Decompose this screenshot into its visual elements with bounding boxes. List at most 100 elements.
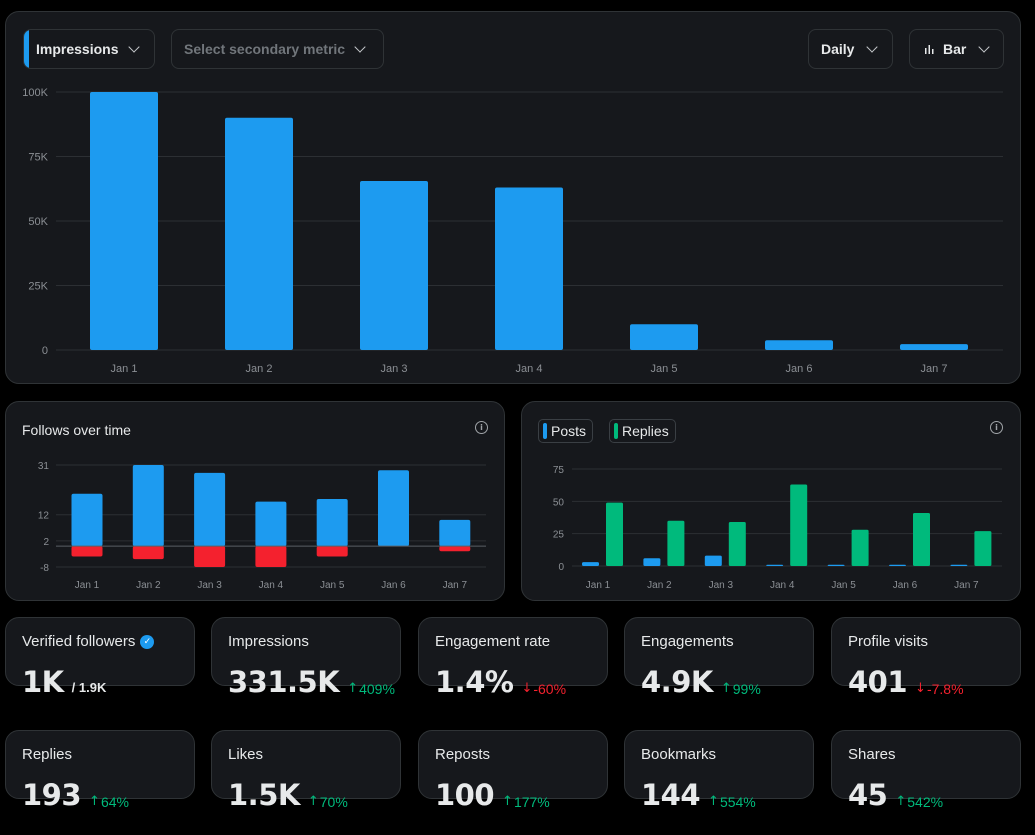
- stat-card-impressions[interactable]: Impressions 331.5K ↑ 409%: [211, 617, 401, 699]
- bar-unfollows: [71, 546, 103, 557]
- secondary-metric-dropdown[interactable]: Select secondary metric: [171, 29, 384, 69]
- bar-follows: [194, 472, 226, 547]
- bar-posts: [643, 558, 661, 566]
- follows-card: Follows over time i -8 2 12 31 Jan 1 Jan 2 Jan…: [5, 401, 505, 601]
- bar-replies: [974, 531, 992, 566]
- info-icon[interactable]: i: [990, 421, 1003, 434]
- bar-replies: [851, 529, 869, 566]
- info-icon[interactable]: i: [475, 421, 488, 434]
- arrow-down-icon: ↓: [915, 681, 926, 696]
- arrow-up-icon: ↑: [89, 794, 100, 809]
- x-tick-label: Jan 4: [259, 580, 284, 591]
- stat-label-text: Likes: [228, 746, 264, 763]
- bar-unfollows: [255, 546, 287, 567]
- stat-change: ↑ 409%: [347, 681, 395, 697]
- stat-label-text: Impressions: [228, 633, 309, 650]
- legend-replies-label: Replies: [622, 423, 669, 439]
- stat-label: Reposts: [435, 746, 490, 763]
- stat-change: ↓ -7.8%: [915, 681, 963, 697]
- bar-posts: [950, 564, 968, 566]
- bar-posts: [766, 564, 784, 566]
- bar-unfollows: [316, 546, 348, 557]
- x-tick-label: Jan 5: [320, 580, 345, 591]
- stat-card-profile-visits[interactable]: Profile visits 401 ↓ -7.8%: [831, 617, 1021, 699]
- x-tick-label: Jan 6: [786, 363, 813, 375]
- stat-change: ↓ -60%: [521, 681, 566, 697]
- stat-card-engagements[interactable]: Engagements 4.9K ↑ 99%: [624, 617, 814, 699]
- follows-title: Follows over time: [22, 422, 131, 438]
- bar-posts: [827, 564, 845, 566]
- stat-value-row: 193 ↑ 64%: [22, 778, 129, 812]
- stat-card-replies[interactable]: Replies 193 ↑ 64%: [5, 730, 195, 812]
- chevron-down-icon: [866, 41, 879, 53]
- stat-change-text: -7.8%: [926, 680, 964, 697]
- stat-value-row: 1.4% ↓ -60%: [435, 665, 566, 699]
- y-tick-label: 0: [42, 345, 48, 357]
- y-tick-label: 12: [38, 511, 50, 522]
- period-dropdown[interactable]: Daily: [808, 29, 893, 69]
- stat-value: 100: [435, 778, 495, 812]
- stat-card-reposts[interactable]: Reposts 100 ↑ 177%: [418, 730, 608, 812]
- stat-card-verified-followers[interactable]: Verified followers ✓ 1K / 1.9K: [5, 617, 195, 699]
- bar-posts: [704, 555, 722, 566]
- stat-change-text: 64%: [100, 793, 129, 810]
- bar-unfollows: [132, 546, 164, 560]
- posts-swatch: [543, 423, 547, 439]
- stat-card-bookmarks[interactable]: Bookmarks 144 ↑ 554%: [624, 730, 814, 812]
- chevron-down-icon: [354, 41, 366, 53]
- stat-label: Impressions: [228, 633, 309, 650]
- legend-posts[interactable]: Posts: [538, 419, 594, 443]
- period-label: Daily: [821, 41, 855, 57]
- stat-label: Bookmarks: [641, 746, 716, 763]
- bar-follows: [439, 519, 471, 547]
- stat-label-text: Engagement rate: [435, 633, 551, 650]
- stat-card-engagement-rate[interactable]: Engagement rate 1.4% ↓ -60%: [418, 617, 608, 699]
- stat-label: Likes: [228, 746, 263, 763]
- x-tick-label: Jan 3: [197, 580, 222, 591]
- bar-follows: [132, 465, 164, 547]
- stat-subvalue: / 1.9K: [71, 680, 107, 695]
- stat-label: Engagement rate: [435, 633, 550, 650]
- y-tick-label: 50: [553, 497, 565, 508]
- stat-value-row: 45 ↑ 542%: [848, 778, 943, 812]
- y-tick-label: 50K: [28, 216, 48, 228]
- chart-type-label: Bar: [943, 41, 967, 57]
- arrow-up-icon: ↑: [307, 794, 319, 809]
- y-tick-label: 25K: [28, 281, 48, 293]
- stat-label: Profile visits: [848, 633, 928, 650]
- x-tick-label: Jan 2: [136, 580, 161, 591]
- stat-change: ↑ 554%: [708, 794, 756, 810]
- x-tick-label: Jan 3: [381, 363, 408, 375]
- x-tick-label: Jan 6: [381, 580, 406, 591]
- y-tick-label: 25: [553, 530, 565, 541]
- bar-posts: [889, 564, 906, 566]
- stat-value: 193: [22, 778, 82, 812]
- chevron-down-icon: [128, 41, 141, 53]
- stat-card-likes[interactable]: Likes 1.5K ↑ 70%: [211, 730, 401, 812]
- stat-change-text: 554%: [719, 793, 756, 810]
- x-tick-label: Jan 7: [954, 580, 979, 591]
- x-tick-label: Jan 6: [893, 580, 918, 591]
- impressions-bar-chart: 0 25K 50K 75K 100K Jan 1 Jan 2 Jan 3 Jan 4 Jan 5 J…: [22, 87, 1003, 375]
- stat-change: ↑ 542%: [895, 794, 943, 810]
- stat-change: ↑ 64%: [89, 794, 129, 810]
- legend-replies[interactable]: Replies: [609, 419, 676, 443]
- primary-metric-accent: [24, 30, 29, 68]
- bar-impressions: [225, 117, 293, 350]
- legend-posts-label: Posts: [551, 423, 587, 439]
- stat-change-text: 70%: [319, 793, 348, 810]
- y-tick-label: 2: [43, 537, 49, 548]
- stat-value-row: 100 ↑ 177%: [435, 778, 550, 812]
- stat-card-shares[interactable]: Shares 45 ↑ 542%: [831, 730, 1021, 812]
- x-tick-label: Jan 7: [921, 363, 948, 375]
- x-tick-label: Jan 4: [770, 580, 795, 591]
- chart-type-dropdown[interactable]: Bar: [909, 29, 1004, 69]
- y-tick-label: 75: [553, 465, 565, 476]
- stat-label-text: Verified followers: [22, 633, 136, 650]
- arrow-up-icon: ↑: [347, 681, 359, 696]
- arrow-up-icon: ↑: [720, 681, 732, 696]
- primary-metric-label: Impressions: [36, 41, 119, 57]
- bar-chart-icon: [925, 45, 934, 54]
- arrow-down-icon: ↓: [521, 681, 533, 696]
- primary-metric-dropdown[interactable]: Impressions: [23, 29, 155, 69]
